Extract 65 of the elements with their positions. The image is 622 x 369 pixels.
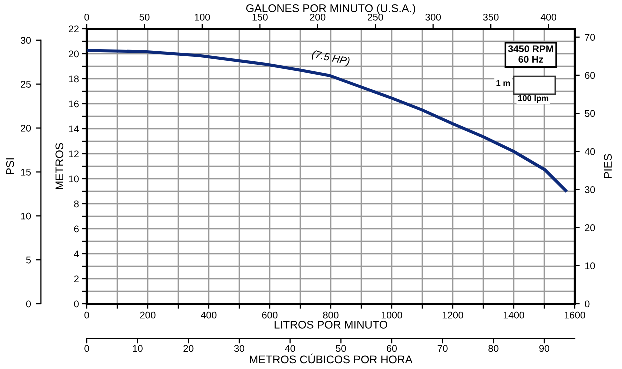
annotation: (7.5 HP) (312, 50, 350, 68)
x2-tick-label: 100 (195, 14, 210, 21)
y2-tick-label: 60 (585, 72, 596, 80)
y-tick-label: 10 (69, 176, 79, 183)
x-tick-label: 1400 (504, 312, 524, 319)
y3-tick-label: 0 (26, 300, 32, 308)
y2-tick-label: 0 (585, 300, 590, 308)
y3-tick-label: 10 (21, 212, 32, 220)
text: 20 (184, 345, 194, 352)
x2-tick-label: 350 (483, 14, 499, 21)
y2-tick-label: 50 (585, 110, 596, 118)
y-tick-label: 18 (69, 76, 79, 83)
x-tick-label: 1200 (442, 312, 464, 319)
x-tick-label: 400 (201, 312, 217, 319)
y2-tick-label: 20 (585, 224, 596, 232)
y3-tick-label: 15 (21, 169, 32, 176)
y-tick-label: 12 (69, 150, 79, 158)
text: 60 (387, 345, 398, 352)
y-tick-label: 14 (69, 126, 80, 133)
y-tick-label: 16 (69, 100, 79, 108)
x-tick-label: 200 (140, 312, 156, 319)
y-tick-label: 4 (74, 250, 80, 258)
text: 70 (438, 345, 448, 352)
annotation: 100 lpm (518, 95, 549, 104)
x2-tick-label: 250 (368, 14, 384, 21)
x2-axis-title: GALONES POR MINUTO (U.S.A.) (246, 4, 416, 15)
text: 10 (133, 345, 143, 352)
y3-tick-label: 25 (21, 81, 32, 88)
x2-tick-label: 0 (84, 14, 90, 21)
text: 40 (285, 345, 296, 352)
text: 30 (234, 345, 245, 352)
text: 50 (336, 345, 346, 352)
y2-tick-label: 40 (584, 148, 596, 156)
x2-tick-label: 150 (252, 14, 268, 21)
text: 0 (84, 345, 90, 352)
y-tick-label: 2 (74, 276, 79, 283)
x-tick-label: 600 (262, 312, 278, 319)
x-tick-label: 0 (84, 312, 90, 319)
y2-tick-label: 10 (585, 262, 596, 270)
x2-tick-label: 50 (140, 14, 150, 21)
y3-tick-label: 5 (26, 256, 32, 264)
x-axis-title: LITROS POR MINUTO (274, 320, 388, 329)
annotation: 1 m (496, 80, 510, 86)
y-tick-label: 8 (74, 200, 79, 208)
y2-tick-label: 30 (585, 186, 596, 194)
y2-tick-label: 70 (585, 34, 596, 41)
y3-tick-label: 20 (21, 125, 32, 132)
y2-axis-title: PIES (604, 154, 612, 178)
y-tick-label: 22 (69, 26, 79, 33)
x-tick-label: 1600 (564, 312, 586, 319)
text: 90 (540, 345, 550, 352)
y-tick-label: 0 (74, 300, 79, 308)
y-tick-label: 6 (74, 226, 79, 233)
x-tick-label: 1000 (382, 312, 402, 319)
y3-axis-title: PSI (6, 158, 14, 175)
x-tick-label: 800 (323, 312, 339, 319)
text: METROS CÚBICOS POR HORA (250, 354, 413, 364)
y-tick-label: 20 (69, 50, 79, 58)
x2-tick-label: 300 (426, 14, 442, 21)
y3-tick-label: 30 (21, 37, 32, 44)
x2-tick-label: 400 (540, 14, 557, 21)
text: 80 (488, 345, 499, 352)
x2-tick-label: 200 (310, 14, 326, 21)
y-axis-title: METROS (56, 143, 64, 190)
annotation: 3450 RPM 60 Hz (508, 46, 554, 63)
